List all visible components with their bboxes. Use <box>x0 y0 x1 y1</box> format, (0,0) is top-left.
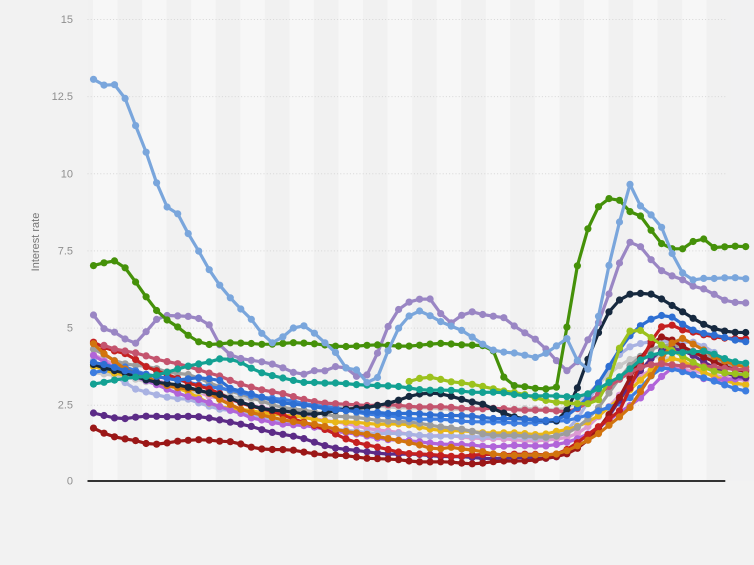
svg-text:Interest rate: Interest rate <box>30 213 42 272</box>
svg-text:5: 5 <box>67 323 73 335</box>
svg-text:15: 15 <box>61 14 73 26</box>
svg-text:7.5: 7.5 <box>58 245 73 257</box>
svg-text:0: 0 <box>67 476 73 488</box>
svg-text:12.5: 12.5 <box>52 91 73 103</box>
svg-text:10: 10 <box>61 168 73 180</box>
svg-text:2.5: 2.5 <box>58 400 73 412</box>
